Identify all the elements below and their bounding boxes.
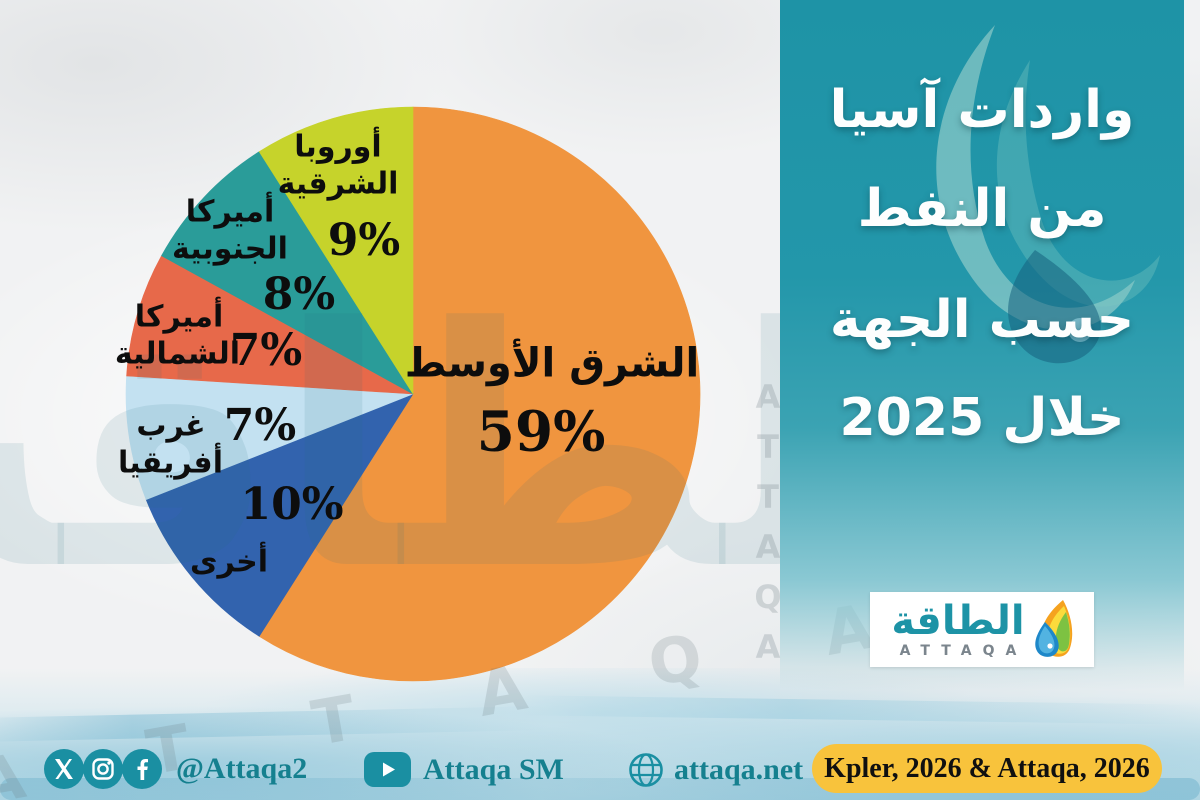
source-badge: Kpler, 2026 & Attaqa, 2026 xyxy=(812,744,1162,793)
pie-slice-5 xyxy=(258,106,414,396)
globe-icon[interactable] xyxy=(628,752,664,788)
slice-label-north-america: أميركا الشمالية xyxy=(114,299,240,371)
slice-pct-middle-east: 59% xyxy=(476,398,606,464)
slice-pct-west-africa: 7% xyxy=(223,400,297,452)
youtube-link: Attaqa SM xyxy=(364,752,564,787)
logo-latin-text: ATTAQA xyxy=(899,643,1028,659)
slice-label-middle-east: الشرق الأوسط xyxy=(404,340,700,387)
youtube-handle[interactable]: Attaqa SM xyxy=(423,752,564,786)
facebook-icon[interactable] xyxy=(122,749,162,789)
attaqa-logo: الطاقة ATTAQA xyxy=(870,592,1094,667)
logo-flame-drop-icon xyxy=(1035,599,1073,657)
slice-label-others: أخرى xyxy=(189,544,269,580)
pie-slice-1 xyxy=(145,393,414,637)
title-line-1: واردات آسيا xyxy=(829,80,1135,140)
instagram-icon[interactable] xyxy=(83,749,123,789)
title-line-2: من النفط xyxy=(857,179,1107,239)
title-line-4: خلال 2025 xyxy=(839,388,1125,448)
slice-pct-north-america: 7% xyxy=(229,325,303,377)
slice-pct-others: 10% xyxy=(240,479,344,531)
logo-arabic-text: الطاقة xyxy=(891,598,1025,644)
social-links: @Attaqa2 xyxy=(44,749,307,789)
website-link: attaqa.net xyxy=(628,752,803,788)
source-text: Kpler, 2026 & Attaqa, 2026 xyxy=(824,752,1150,784)
slice-label-west-africa: غرب أفريقيا xyxy=(118,408,223,480)
pie-slice-0 xyxy=(258,106,701,682)
title-line-3: حسب الجهة xyxy=(829,290,1135,350)
slice-pct-south-america: 8% xyxy=(262,269,336,321)
slice-pct-eastern-europe: 9% xyxy=(327,215,401,267)
youtube-icon[interactable] xyxy=(364,752,411,787)
slice-label-eastern-europe: أوروبا الشرقية xyxy=(277,129,399,201)
pie-slice-4 xyxy=(161,151,414,395)
pie-slice-2 xyxy=(125,375,414,501)
title-panel: واردات آسيا من النفط حسب الجهة خلال 2025 xyxy=(780,0,1184,690)
social-handle[interactable]: @Attaqa2 xyxy=(176,752,308,785)
slice-label-south-america: أميركا الجنوبية xyxy=(172,194,288,266)
flame-drop-watermark xyxy=(936,25,1160,364)
website-url[interactable]: attaqa.net xyxy=(674,753,804,786)
pie-slice-3 xyxy=(126,255,414,395)
x-icon[interactable] xyxy=(44,749,84,789)
